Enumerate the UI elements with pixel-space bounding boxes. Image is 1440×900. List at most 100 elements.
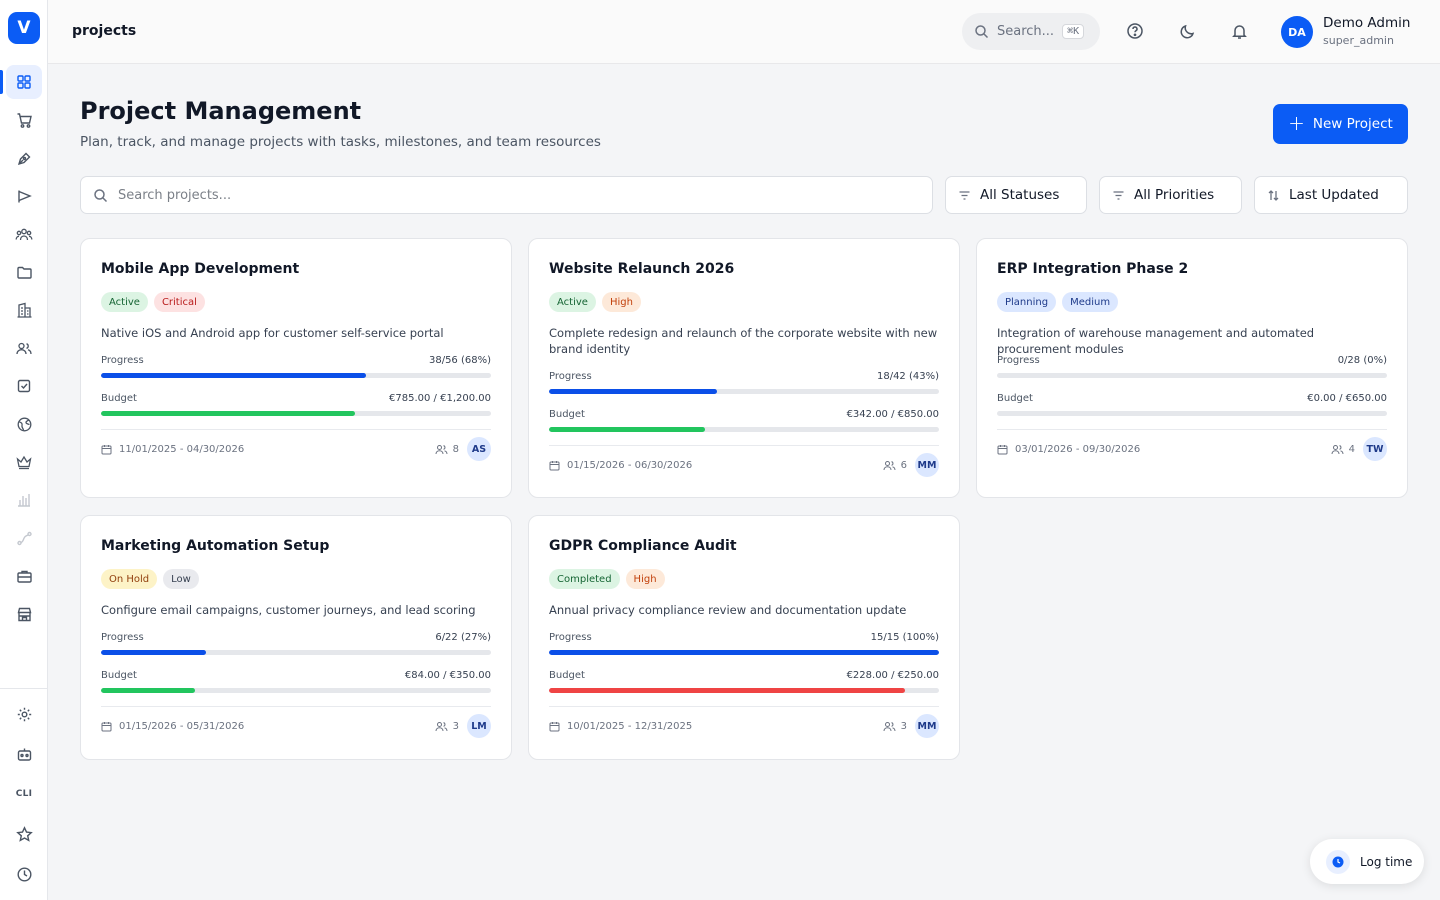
- sidebar-item-analytics[interactable]: [6, 483, 42, 517]
- project-card[interactable]: Website Relaunch 2026 Active High Comple…: [528, 238, 960, 498]
- campaign-flag-icon: [17, 190, 32, 202]
- sidebar-item-dashboard[interactable]: [6, 65, 42, 99]
- sidebar-item-ai[interactable]: [6, 737, 42, 771]
- cli-icon: CLI: [15, 789, 33, 799]
- card-divider: [549, 706, 939, 707]
- notifications-button[interactable]: [1228, 20, 1250, 42]
- new-project-button[interactable]: + New Project: [1273, 104, 1408, 144]
- status-badge: Planning: [997, 292, 1057, 312]
- help-button[interactable]: [1124, 20, 1146, 42]
- sidebar-item-shop[interactable]: [6, 103, 42, 137]
- date-range: 10/01/2025 - 12/31/2025: [549, 721, 692, 732]
- project-card[interactable]: GDPR Compliance Audit Completed High Ann…: [528, 515, 960, 760]
- budget-bar-fill: [549, 427, 705, 432]
- team-icon: [435, 722, 448, 732]
- page-title: Project Management: [80, 97, 362, 125]
- card-divider: [997, 429, 1387, 430]
- project-title[interactable]: Marketing Automation Setup: [101, 538, 330, 554]
- robot-icon: [17, 748, 31, 761]
- owner-avatar[interactable]: MM: [915, 453, 939, 477]
- star-icon: [15, 825, 33, 842]
- sidebar-item-contacts[interactable]: [6, 331, 42, 365]
- sidebar-item-jobs[interactable]: [6, 559, 42, 593]
- sidebar-item-workflows[interactable]: [6, 521, 42, 555]
- shortcut-badge: ⌘K: [1062, 24, 1085, 39]
- budget-bar-fill: [101, 411, 355, 416]
- calendar-icon: [549, 461, 560, 471]
- settings-gear-icon: [17, 707, 31, 721]
- project-card[interactable]: Mobile App Development Active Critical N…: [80, 238, 512, 498]
- project-description: Complete redesign and relaunch of the co…: [549, 326, 938, 356]
- globe-icon: [17, 417, 31, 431]
- status-filter[interactable]: All Statuses: [945, 176, 1087, 214]
- global-search[interactable]: Search... ⌘K: [962, 13, 1100, 50]
- progress-bar: [101, 373, 491, 378]
- user-avatar[interactable]: DA: [1281, 16, 1313, 48]
- progress-label: Progress: [101, 355, 144, 366]
- priority-badge: Medium: [1062, 292, 1119, 312]
- sidebar-item-settings[interactable]: [6, 697, 42, 731]
- project-title[interactable]: Website Relaunch 2026: [549, 261, 735, 277]
- project-description: Annual privacy compliance review and doc…: [549, 603, 907, 617]
- badge-group: Active High: [549, 292, 641, 312]
- team-count: 4: [1331, 444, 1355, 455]
- sidebar-item-files[interactable]: [6, 255, 42, 289]
- badge-group: Completed High: [549, 569, 665, 589]
- progress-label: Progress: [549, 371, 592, 382]
- user-name[interactable]: Demo Admin: [1323, 15, 1411, 31]
- sidebar-item-content[interactable]: [6, 141, 42, 175]
- crown-icon: [16, 455, 32, 469]
- briefcase-icon: [16, 570, 32, 583]
- sidebar-item-stores[interactable]: [6, 597, 42, 631]
- project-title[interactable]: ERP Integration Phase 2: [997, 261, 1189, 277]
- sidebar-item-favorites[interactable]: [6, 817, 42, 851]
- progress-bar-fill: [101, 373, 367, 378]
- date-range-text: 03/01/2026 - 09/30/2026: [1015, 444, 1141, 455]
- project-title[interactable]: GDPR Compliance Audit: [549, 538, 737, 554]
- team-count-text: 6: [900, 460, 907, 471]
- sidebar-item-premium[interactable]: [6, 445, 42, 479]
- project-card[interactable]: ERP Integration Phase 2 Planning Medium …: [976, 238, 1408, 498]
- user-role: super_admin: [1323, 34, 1394, 47]
- sidebar-item-companies[interactable]: [6, 293, 42, 327]
- project-card[interactable]: Marketing Automation Setup On Hold Low C…: [80, 515, 512, 760]
- project-title[interactable]: Mobile App Development: [101, 261, 300, 277]
- date-range-text: 11/01/2025 - 04/30/2026: [119, 444, 245, 455]
- card-divider: [101, 706, 491, 707]
- budget-label: Budget: [549, 409, 585, 420]
- budget-label: Budget: [997, 393, 1033, 404]
- owner-avatar[interactable]: AS: [467, 437, 491, 461]
- topbar: projects Search... ⌘K DA Demo Admin supe…: [48, 0, 1440, 64]
- status-filter-value: All Statuses: [980, 187, 1060, 203]
- progress-value: 0/28 (0%): [1337, 355, 1387, 366]
- theme-toggle[interactable]: [1176, 20, 1198, 42]
- owner-avatar[interactable]: MM: [915, 714, 939, 738]
- project-search-input[interactable]: [118, 187, 898, 203]
- search-icon: [975, 25, 989, 39]
- sidebar-item-history[interactable]: [6, 857, 42, 891]
- log-time-label: Log time: [1360, 854, 1413, 869]
- sidebar-item-campaigns[interactable]: [6, 179, 42, 213]
- progress-value: 15/15 (100%): [870, 632, 939, 643]
- sidebar-item-cli[interactable]: CLI: [6, 777, 42, 811]
- sidebar-item-tasks[interactable]: [6, 369, 42, 403]
- progress-value: 18/42 (43%): [876, 371, 939, 382]
- app-logo[interactable]: V: [8, 12, 40, 44]
- bell-icon: [1231, 24, 1247, 39]
- budget-bar: [549, 427, 939, 432]
- moon-icon: [1180, 24, 1194, 38]
- budget-label: Budget: [101, 670, 137, 681]
- priority-filter[interactable]: All Priorities: [1099, 176, 1242, 214]
- team-icon: [883, 722, 896, 732]
- log-time-button[interactable]: Log time: [1310, 839, 1424, 884]
- badge-group: Active Critical: [101, 292, 205, 312]
- sidebar-item-teams[interactable]: [6, 217, 42, 251]
- sort-select[interactable]: Last Updated: [1254, 176, 1408, 214]
- budget-value: €785.00 / €1,200.00: [389, 393, 491, 404]
- filter-icon: [1113, 190, 1124, 200]
- pen-tool-icon: [17, 152, 30, 165]
- stopwatch-icon: [1326, 849, 1350, 874]
- owner-avatar[interactable]: LM: [467, 714, 491, 738]
- sidebar-item-web[interactable]: [6, 407, 42, 441]
- owner-avatar[interactable]: TW: [1363, 437, 1387, 461]
